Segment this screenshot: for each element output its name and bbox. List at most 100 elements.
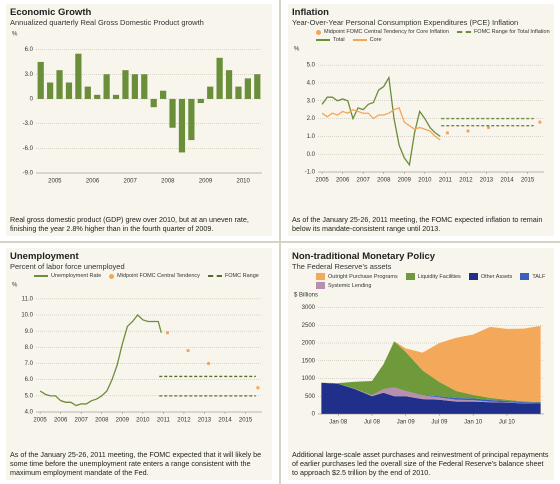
bar xyxy=(197,98,204,104)
x-tick-label: 2009 xyxy=(116,418,130,424)
y-tick-label: 0 xyxy=(30,97,34,103)
bar xyxy=(122,70,129,99)
subtitle: Annualized quarterly Real Gross Domestic… xyxy=(10,18,204,27)
legend-swatch xyxy=(316,29,321,35)
y-tick-label: 11.0 xyxy=(22,296,34,302)
legend-label: Unemployment Rate xyxy=(51,273,102,279)
legend-swatch xyxy=(352,39,367,41)
legend-swatch xyxy=(520,273,530,280)
y-tick-label: 0.0 xyxy=(307,152,316,158)
legend-label: TALF xyxy=(532,273,546,280)
panel: Non-traditional Monetary Policy The Fede… xyxy=(288,248,554,480)
legend-label: Midpoint FOMC Central Tendency for Core … xyxy=(324,29,449,35)
y-tick-label: 0 xyxy=(312,412,316,418)
x-tick-label: Jul 08 xyxy=(364,420,381,426)
y-axis-label: % xyxy=(294,47,300,53)
y-tick-label: 5.0 xyxy=(307,63,316,69)
line xyxy=(39,314,162,407)
x-tick-label: 2007 xyxy=(357,178,371,184)
dot xyxy=(486,125,491,130)
legend-item: Midpoint FOMC Central Tendency for Core … xyxy=(316,29,449,35)
bar xyxy=(188,98,195,141)
y-tick-label: 2500 xyxy=(302,323,316,329)
bar xyxy=(103,74,110,99)
caption: Real gross domestic product (GDP) grew o… xyxy=(10,215,249,233)
y-tick-label: 10.0 xyxy=(21,313,33,319)
x-tick-label: 2010 xyxy=(136,418,150,424)
area xyxy=(321,382,541,414)
legend-swatch xyxy=(316,282,325,289)
line xyxy=(321,75,441,167)
legend-label: FOMC Range for Total Inflation xyxy=(473,29,550,35)
x-tick-label: Jul 10 xyxy=(499,420,516,426)
y-tick-label: 3000 xyxy=(302,305,316,311)
dot xyxy=(186,348,190,353)
panel: Inflation Year-Over-Year Personal Consum… xyxy=(288,4,554,236)
bar xyxy=(207,86,214,99)
x-tick-label: 2014 xyxy=(218,418,232,424)
x-tick-label: 2005 xyxy=(33,418,47,424)
y-axis-label: $ Billions xyxy=(294,293,318,299)
title: Non-traditional Monetary Policy xyxy=(292,251,436,262)
caption: As of the January 25-26, 2011 meeting, t… xyxy=(292,215,543,233)
y-axis-label: % xyxy=(12,283,18,289)
x-tick-label: 2012 xyxy=(459,178,473,184)
bar xyxy=(150,98,157,108)
y-axis-label: % xyxy=(12,32,18,38)
x-tick-label: Jan 08 xyxy=(329,420,348,426)
legend-item: FOMC Range for Total Inflation xyxy=(456,29,550,35)
chart: % 5.0 4.0 3.0 2.0 1.0 0.0 -1.0 2005 2006 2007 2008 2… xyxy=(294,47,544,184)
title: Economic Growth xyxy=(10,7,92,18)
dot xyxy=(206,361,211,366)
legend-swatch xyxy=(207,275,222,277)
legend-swatch xyxy=(468,273,478,280)
y-tick-label: 4.0 xyxy=(25,410,34,416)
dot xyxy=(538,120,542,124)
bar xyxy=(37,61,44,99)
legend-label: Liquidity Facilities xyxy=(417,273,461,280)
x-tick-label: 2013 xyxy=(480,178,494,184)
legend-item: Midpoint FOMC Central Tendency xyxy=(109,273,200,279)
y-tick-label: 1000 xyxy=(302,376,316,382)
x-tick-label: Jan 10 xyxy=(464,420,483,426)
area xyxy=(321,325,541,403)
panel: Unemployment Percent of labor force unem… xyxy=(6,248,272,480)
caption: Additional large-scale asset purchases a… xyxy=(292,450,549,477)
y-tick-label: 6.0 xyxy=(25,47,34,53)
bar xyxy=(169,98,176,128)
divider xyxy=(0,241,560,243)
x-tick-label: 2005 xyxy=(48,179,62,185)
bar xyxy=(112,94,120,99)
y-tick-label: 3.0 xyxy=(307,98,316,104)
x-tick-label: 2007 xyxy=(123,179,137,185)
y-tick-label: 1500 xyxy=(302,358,316,364)
chart: $ Billions 3000 2500 2000 1500 1000 500 0 Jan 08… xyxy=(294,293,544,426)
y-tick-label: 1.0 xyxy=(307,134,316,140)
legend-item: Other Assets xyxy=(468,273,513,280)
y-tick-label: 4.0 xyxy=(307,81,316,87)
y-tick-label: 6.0 xyxy=(25,377,34,383)
legend-label: Systemic Lending xyxy=(328,282,372,289)
x-tick-label: 2006 xyxy=(86,179,100,185)
panel: Economic Growth Annualized quarterly Rea… xyxy=(6,4,272,236)
legend-item: FOMC Range xyxy=(207,273,259,279)
bar xyxy=(160,90,167,99)
title: Unemployment xyxy=(10,251,79,262)
legend-label: Total xyxy=(333,37,345,43)
legend-item: Liquidity Facilities xyxy=(405,273,461,280)
legend-swatch xyxy=(456,31,471,33)
legend: Outright Purchase Programs Liquidity Faci… xyxy=(292,273,550,289)
legend-label: Other Assets xyxy=(480,273,513,280)
subtitle: Percent of labor force unemployed xyxy=(10,262,125,271)
x-tick-label: 2008 xyxy=(95,418,109,424)
chart: % 11.0 10.0 9.0 8.0 7.0 6.0 5.0 4.0 2005 2006 2007 2… xyxy=(12,283,262,424)
x-tick-label: 2015 xyxy=(521,178,535,184)
y-tick-label: -6.0 xyxy=(23,146,34,152)
x-tick-label: 2012 xyxy=(177,418,191,424)
y-tick-label: 2.0 xyxy=(307,116,316,122)
bar xyxy=(225,70,233,99)
legend-swatch xyxy=(109,273,115,279)
bar xyxy=(141,74,148,99)
chart: % 6.0 3.0 0 -3.0 -6.0 -9.0 2005 2006 2007 2008 2009… xyxy=(12,32,262,185)
